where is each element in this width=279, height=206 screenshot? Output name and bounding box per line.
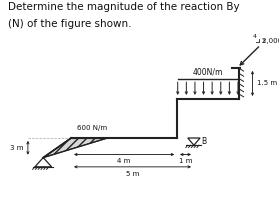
Polygon shape xyxy=(43,138,107,158)
Text: (N) of the figure shown.: (N) of the figure shown. xyxy=(8,19,132,29)
Text: Determine the magnitude of the reaction By: Determine the magnitude of the reaction … xyxy=(8,2,240,12)
Text: B: B xyxy=(201,137,206,146)
Text: 4 m: 4 m xyxy=(117,158,131,164)
Text: 3 m: 3 m xyxy=(10,145,24,151)
Text: 600 N/m: 600 N/m xyxy=(77,125,107,131)
Text: 1 m: 1 m xyxy=(179,158,192,164)
Text: 2,000 N: 2,000 N xyxy=(262,38,279,44)
Text: 5 m: 5 m xyxy=(126,171,139,177)
Text: 4: 4 xyxy=(253,34,257,39)
Text: 3: 3 xyxy=(262,39,266,44)
Text: 1.5 m: 1.5 m xyxy=(257,80,277,87)
Text: 400N/m: 400N/m xyxy=(193,68,223,77)
